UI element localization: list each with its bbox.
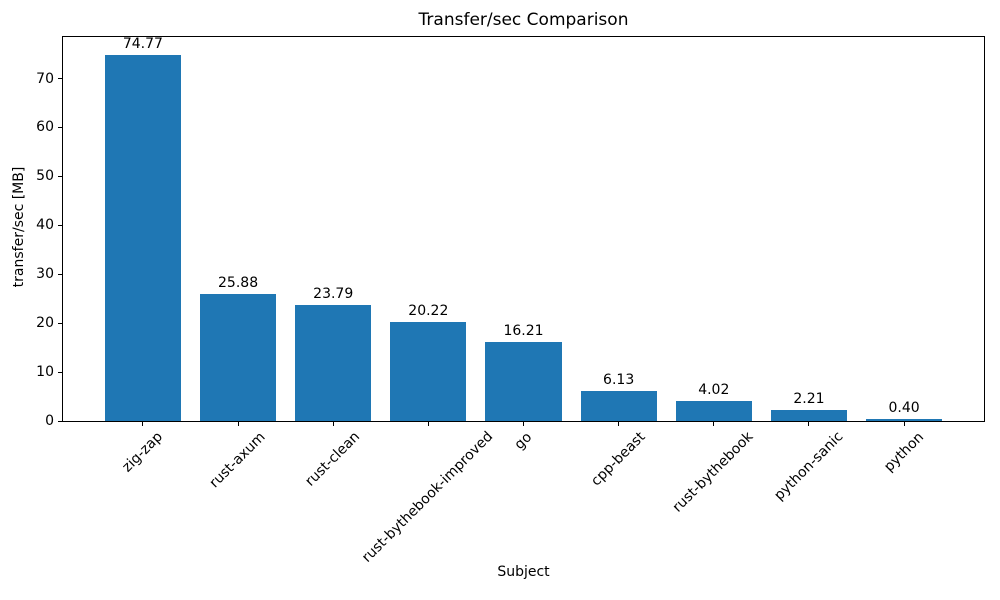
x-tick-label: rust-axum	[206, 429, 269, 492]
x-tick-mark	[142, 422, 144, 426]
y-tick-mark	[58, 126, 62, 128]
x-tick-label: rust-bythebook	[669, 429, 757, 516]
bar	[580, 391, 657, 421]
bar	[485, 341, 562, 421]
y-tick-label: 70	[36, 70, 54, 87]
chart-title: Transfer/sec Comparison	[418, 10, 629, 30]
y-tick-mark	[58, 224, 62, 226]
y-tick-mark	[58, 420, 62, 422]
x-tick-mark	[808, 422, 810, 426]
y-tick-mark	[58, 322, 62, 324]
x-tick-label: cpp-beast	[588, 428, 649, 490]
y-tick-label: 0	[45, 413, 54, 429]
bar-value-label: 20.22	[408, 303, 449, 320]
y-tick-label: 30	[36, 266, 54, 283]
bar-value-label: 6.13	[603, 372, 635, 389]
bar	[104, 55, 181, 421]
y-tick-label: 50	[36, 168, 54, 185]
x-tick-mark	[903, 422, 905, 426]
bar-value-label: 2.21	[793, 391, 825, 408]
bar	[866, 419, 943, 421]
bar	[295, 304, 372, 421]
bar	[675, 401, 752, 421]
x-tick-mark	[427, 422, 429, 426]
bar-value-label: 16.21	[503, 322, 544, 339]
x-tick-label: rust-bythebook-improved	[359, 428, 497, 567]
x-axis-label: Subject	[497, 564, 550, 580]
y-tick-label: 40	[36, 217, 54, 234]
x-tick-label: python-sanic	[771, 428, 847, 505]
bar-value-label: 25.88	[218, 275, 259, 292]
bar	[390, 322, 467, 421]
x-tick-mark	[713, 422, 715, 426]
x-tick-mark	[237, 422, 239, 426]
y-tick-mark	[58, 78, 62, 80]
y-tick-mark	[58, 371, 62, 373]
bar	[200, 294, 277, 421]
x-tick-mark	[618, 422, 620, 426]
bar-value-label: 4.02	[698, 382, 730, 399]
y-tick-mark	[58, 175, 62, 177]
x-tick-label: python	[880, 428, 927, 475]
bar-value-label: 0.40	[888, 400, 920, 417]
bar-value-label: 23.79	[313, 285, 354, 302]
x-tick-mark	[332, 422, 334, 426]
y-tick-label: 20	[36, 315, 54, 332]
bar	[770, 410, 847, 421]
y-tick-mark	[58, 273, 62, 275]
plot-area: 74.77 25.88 23.79 20.22 16.21 6.13 4.02 2.21 0.4…	[62, 36, 985, 422]
x-tick-label: zig-zap	[119, 428, 166, 476]
y-tick-label: 60	[36, 119, 54, 136]
y-tick-label: 10	[36, 364, 54, 381]
x-tick-label: rust-clean	[302, 428, 364, 490]
bar-value-label: 74.77	[122, 36, 163, 53]
x-tick-label: go	[511, 428, 536, 453]
x-tick-mark	[523, 422, 524, 426]
